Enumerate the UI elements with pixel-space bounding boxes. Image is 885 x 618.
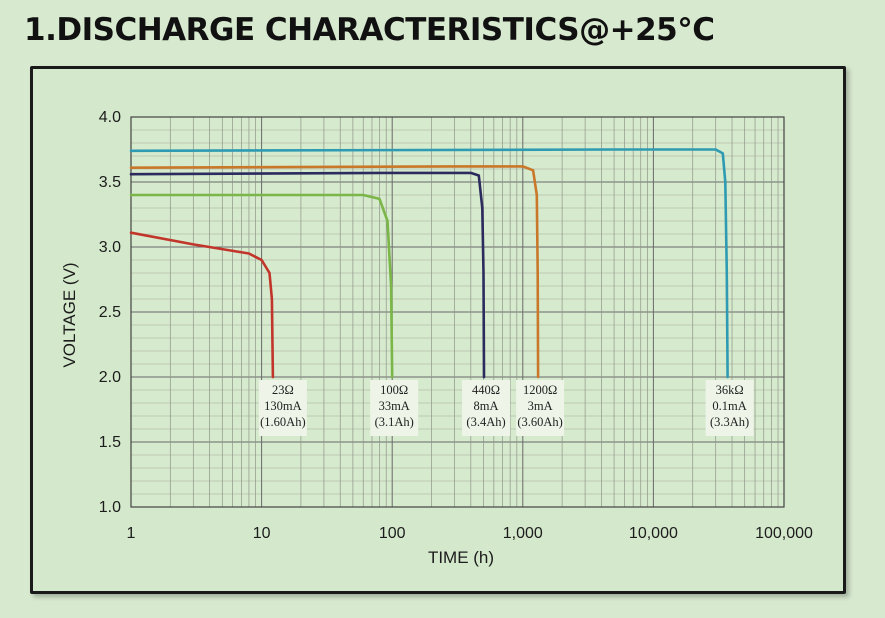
- y-tick-label: 1.0: [99, 499, 121, 516]
- x-tick-label: 1,000: [503, 525, 543, 542]
- x-tick-label: 100,000: [755, 525, 813, 542]
- annotation-label: (3.60Ah): [517, 415, 562, 429]
- annotation-label: 8mA: [474, 399, 499, 413]
- series-line: [129, 171, 486, 379]
- annotation-label: 23Ω: [272, 383, 294, 397]
- x-tick-label: 10,000: [629, 525, 678, 542]
- annotation-label: 440Ω: [472, 383, 500, 397]
- annotation-labels: 23Ω 130mA (1.60Ah) 100Ω 33mA (3.1Ah) 440Ω 8mA (3…: [260, 383, 749, 429]
- annotation-label: (3.3Ah): [710, 415, 749, 429]
- x-tick-label: 1: [127, 525, 136, 542]
- series-line: [129, 148, 729, 379]
- annotation-box: [462, 380, 511, 436]
- annotation-label: (3.4Ah): [466, 415, 505, 429]
- y-axis-title: VOLTAGE (V): [60, 262, 79, 367]
- page-title: 1.DISCHARGE CHARACTERISTICS@+25°C: [24, 12, 715, 48]
- y-tick-label: 1.5: [99, 434, 121, 451]
- series-line: [129, 165, 540, 379]
- x-tick-label: 10: [253, 525, 271, 542]
- annotation-box: [258, 380, 307, 436]
- annotation-label: 0.1mA: [712, 399, 746, 413]
- y-tick-label: 3.0: [99, 239, 121, 256]
- tick-labels: 1.0 1.5 2.0 2.5 3.0 3.5 4.0 1 10 100 1,000 10,000 10…: [99, 109, 813, 542]
- y-tick-label: 2.0: [99, 369, 121, 386]
- annotation-label: (1.60Ah): [260, 415, 305, 429]
- x-axis-title: TIME (h): [428, 548, 494, 567]
- y-tick-label: 4.0: [99, 109, 121, 126]
- x-tick-label: 100: [379, 525, 406, 542]
- annotation-label: 1200Ω: [523, 383, 557, 397]
- series-line: [129, 193, 394, 379]
- annotation-label: 130mA: [264, 399, 302, 413]
- annotation-box: [705, 380, 754, 436]
- annotation-label: (3.1Ah): [375, 415, 414, 429]
- series-lines: [129, 148, 729, 379]
- annotation-boxes: [258, 380, 754, 436]
- annotation-label: 100Ω: [380, 383, 408, 397]
- annotation-label: 36kΩ: [716, 383, 744, 397]
- annotation-box: [516, 380, 565, 436]
- grid: [130, 116, 785, 508]
- plot-border: [130, 116, 785, 508]
- y-tick-label: 3.5: [99, 174, 121, 191]
- y-tick-label: 2.5: [99, 304, 121, 321]
- series-line: [129, 231, 275, 379]
- discharge-chart: 23Ω 130mA (1.60Ah) 100Ω 33mA (3.1Ah) 440Ω 8mA (3…: [60, 109, 813, 567]
- annotation-label: 3mA: [528, 399, 553, 413]
- annotation-label: 33mA: [379, 399, 410, 413]
- annotation-box: [370, 380, 419, 436]
- chart-frame: 23Ω 130mA (1.60Ah) 100Ω 33mA (3.1Ah) 440Ω 8mA (3…: [30, 66, 846, 594]
